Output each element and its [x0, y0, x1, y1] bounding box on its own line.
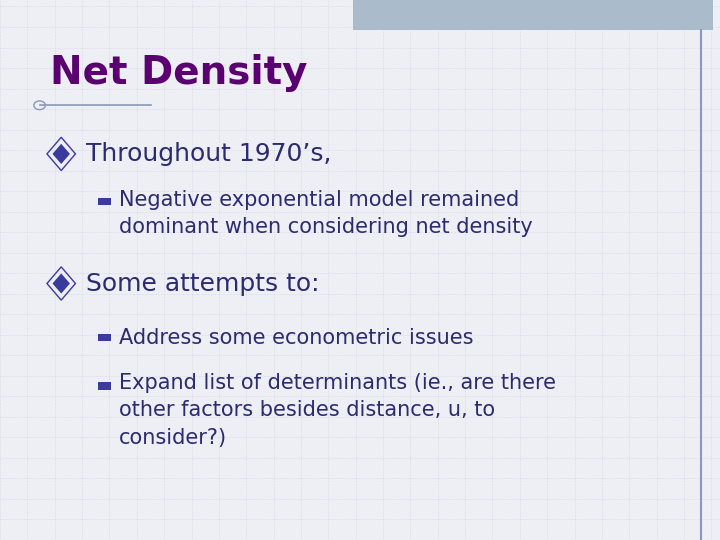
Polygon shape	[98, 334, 111, 341]
Polygon shape	[53, 273, 70, 294]
Bar	[353, 0, 713, 30]
Text: Negative exponential model remained
dominant when considering net density: Negative exponential model remained domi…	[119, 190, 533, 237]
Polygon shape	[98, 198, 111, 205]
Polygon shape	[53, 144, 70, 164]
Text: Throughout 1970’s,: Throughout 1970’s,	[86, 142, 332, 166]
Text: Some attempts to:: Some attempts to:	[86, 272, 320, 295]
Text: Net Density: Net Density	[50, 54, 308, 92]
Polygon shape	[98, 382, 111, 390]
Text: Expand list of determinants (ie., are there
other factors besides distance, u, t: Expand list of determinants (ie., are th…	[119, 373, 556, 448]
Text: Address some econometric issues: Address some econometric issues	[119, 327, 473, 348]
